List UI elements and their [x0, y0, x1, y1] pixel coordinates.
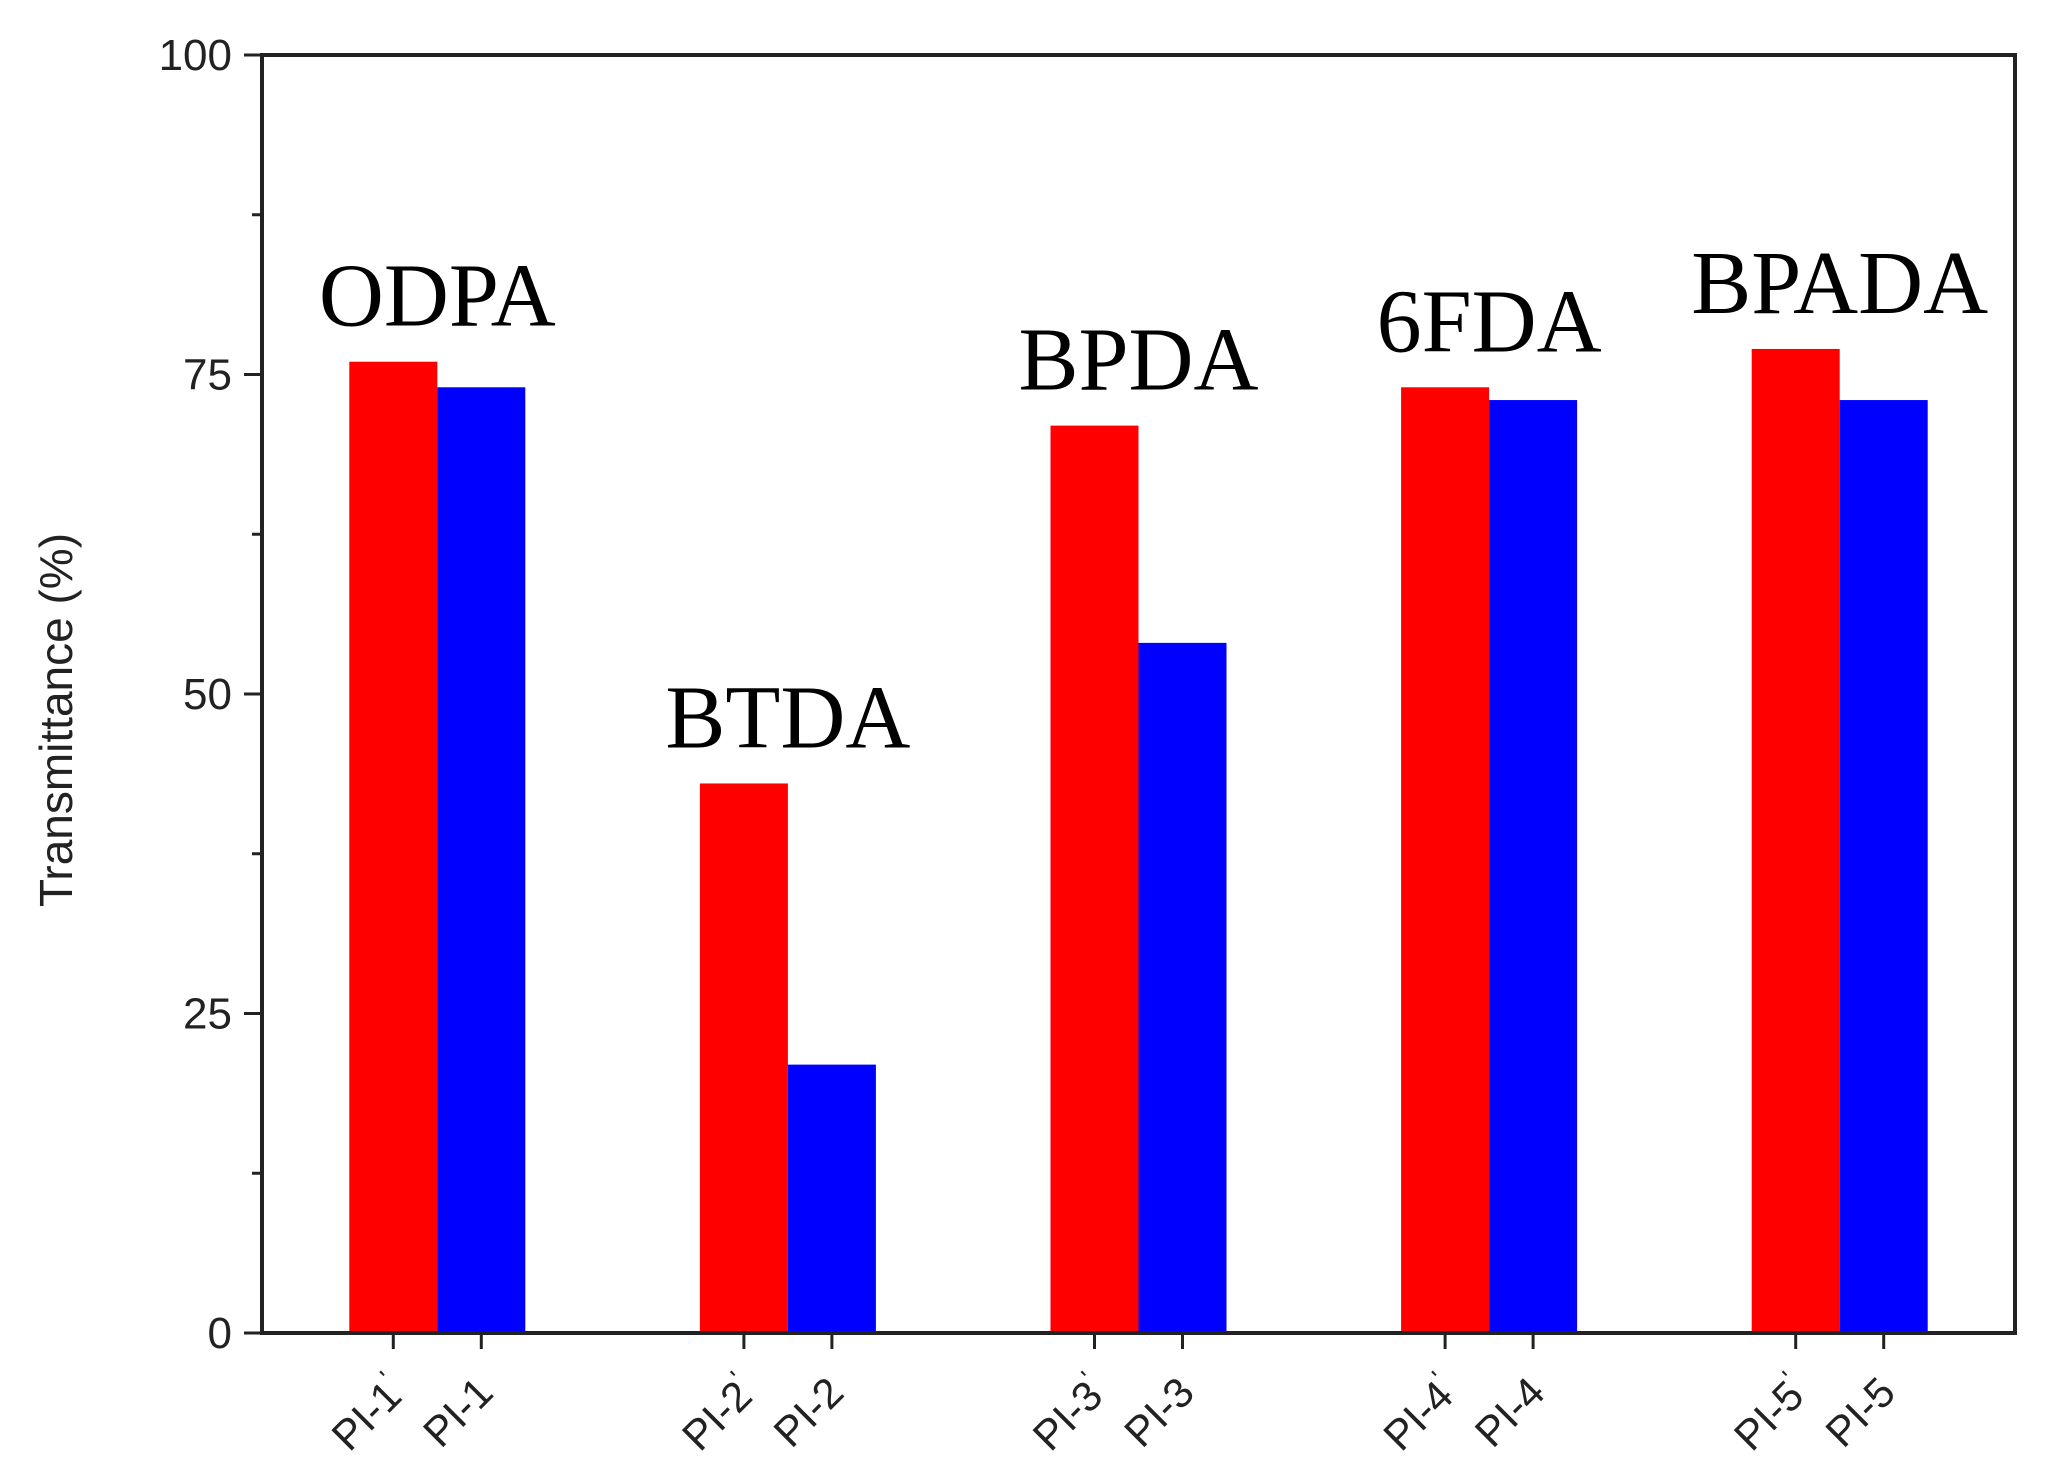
x-tick-label: PI-3 [1115, 1368, 1203, 1456]
group-label-btda: BTDA [665, 668, 910, 767]
bar-pi-3 [1138, 642, 1227, 1333]
bar-pi-3-prime [1050, 425, 1139, 1333]
bar-pi-2-prime [699, 783, 788, 1333]
x-axis-ticks: PI-1' PI-1 PI-2' PI-2 PI-3' PI-3 PI-4' PI-4 PI-5… [320, 1333, 1904, 1459]
x-tick-label: PI-5' [1722, 1365, 1816, 1459]
x-tick-label: PI-2 [765, 1368, 853, 1456]
y-tick-label: 0 [208, 1309, 232, 1358]
bar-pi-4-prime [1401, 387, 1490, 1333]
y-tick-label: 100 [159, 31, 232, 80]
bar-pi-1-prime [349, 361, 438, 1334]
group-label-6fda: 6FDA [1377, 272, 1602, 371]
group-label-odpa: ODPA [319, 247, 556, 346]
bar-pi-2 [787, 1064, 876, 1333]
x-tick-label: PI-1 [414, 1368, 502, 1456]
x-tick-label: PI-1' [320, 1365, 414, 1459]
x-tick-label: PI-4' [1371, 1365, 1465, 1459]
bars-layer [349, 348, 1928, 1334]
group-label-bpada: BPADA [1691, 234, 1988, 333]
x-tick-label: PI-2' [670, 1365, 764, 1459]
x-tick-label: PI-3' [1021, 1365, 1115, 1459]
prime-mark: ' [1426, 1365, 1451, 1390]
x-tick-label: PI-5 [1816, 1368, 1904, 1456]
y-tick-label: 50 [183, 670, 232, 719]
prime-mark: ' [725, 1365, 750, 1390]
y-axis-ticks: 0 25 50 75 100 [159, 31, 262, 1358]
prime-mark: ' [1075, 1365, 1100, 1390]
y-tick-label: 75 [183, 351, 232, 400]
prime-mark: ' [1776, 1365, 1801, 1390]
y-axis-title: Transmittance (%) [30, 533, 82, 907]
group-labels-layer: ODPA BTDA BPDA 6FDA BPADA [319, 234, 1988, 768]
y-tick-label: 25 [183, 990, 232, 1039]
bar-pi-5 [1839, 400, 1928, 1333]
group-label-bpda: BPDA [1018, 311, 1258, 410]
bar-pi-4 [1489, 400, 1578, 1333]
prime-mark: ' [374, 1365, 399, 1390]
bar-pi-5-prime [1751, 348, 1840, 1333]
x-tick-label: PI-4 [1466, 1368, 1554, 1456]
bar-pi-1 [437, 387, 526, 1333]
